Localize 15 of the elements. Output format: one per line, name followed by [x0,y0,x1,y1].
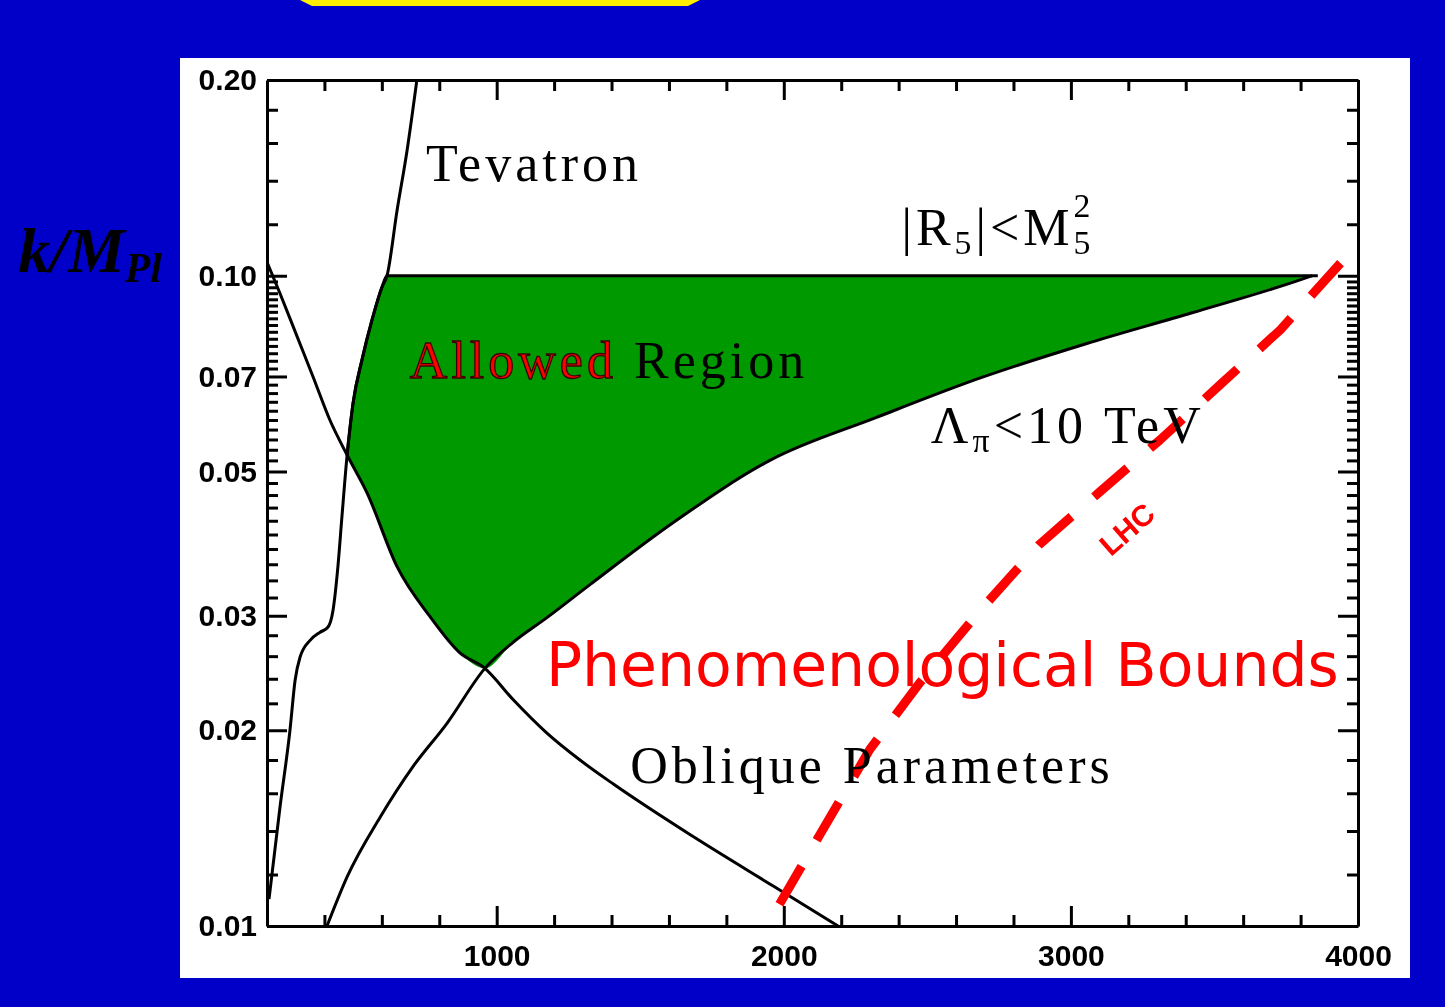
annotation: Allowed Region [409,331,809,389]
y-tick-label: 0.10 [198,258,257,292]
annotation: Tevatron [425,134,642,192]
y-tick-label: 0.01 [198,909,257,943]
x-tick-label: 1000 [463,939,531,973]
y-axis-title: k/M$_{Pl}$ [18,214,163,291]
x-tick-label: 3000 [1038,939,1105,973]
y-tick-label: 0.07 [198,359,257,393]
y-tick-label: 0.20 [198,63,257,97]
y-tick-label: 0.05 [198,454,257,488]
x-tick-label: 4000 [1325,939,1392,973]
x-tick-label: 2000 [750,939,818,973]
y-tick-label: 0.03 [198,598,257,632]
text: Phenomenological Bounds [545,629,1339,700]
y-tick-label: 0.02 [198,713,257,747]
